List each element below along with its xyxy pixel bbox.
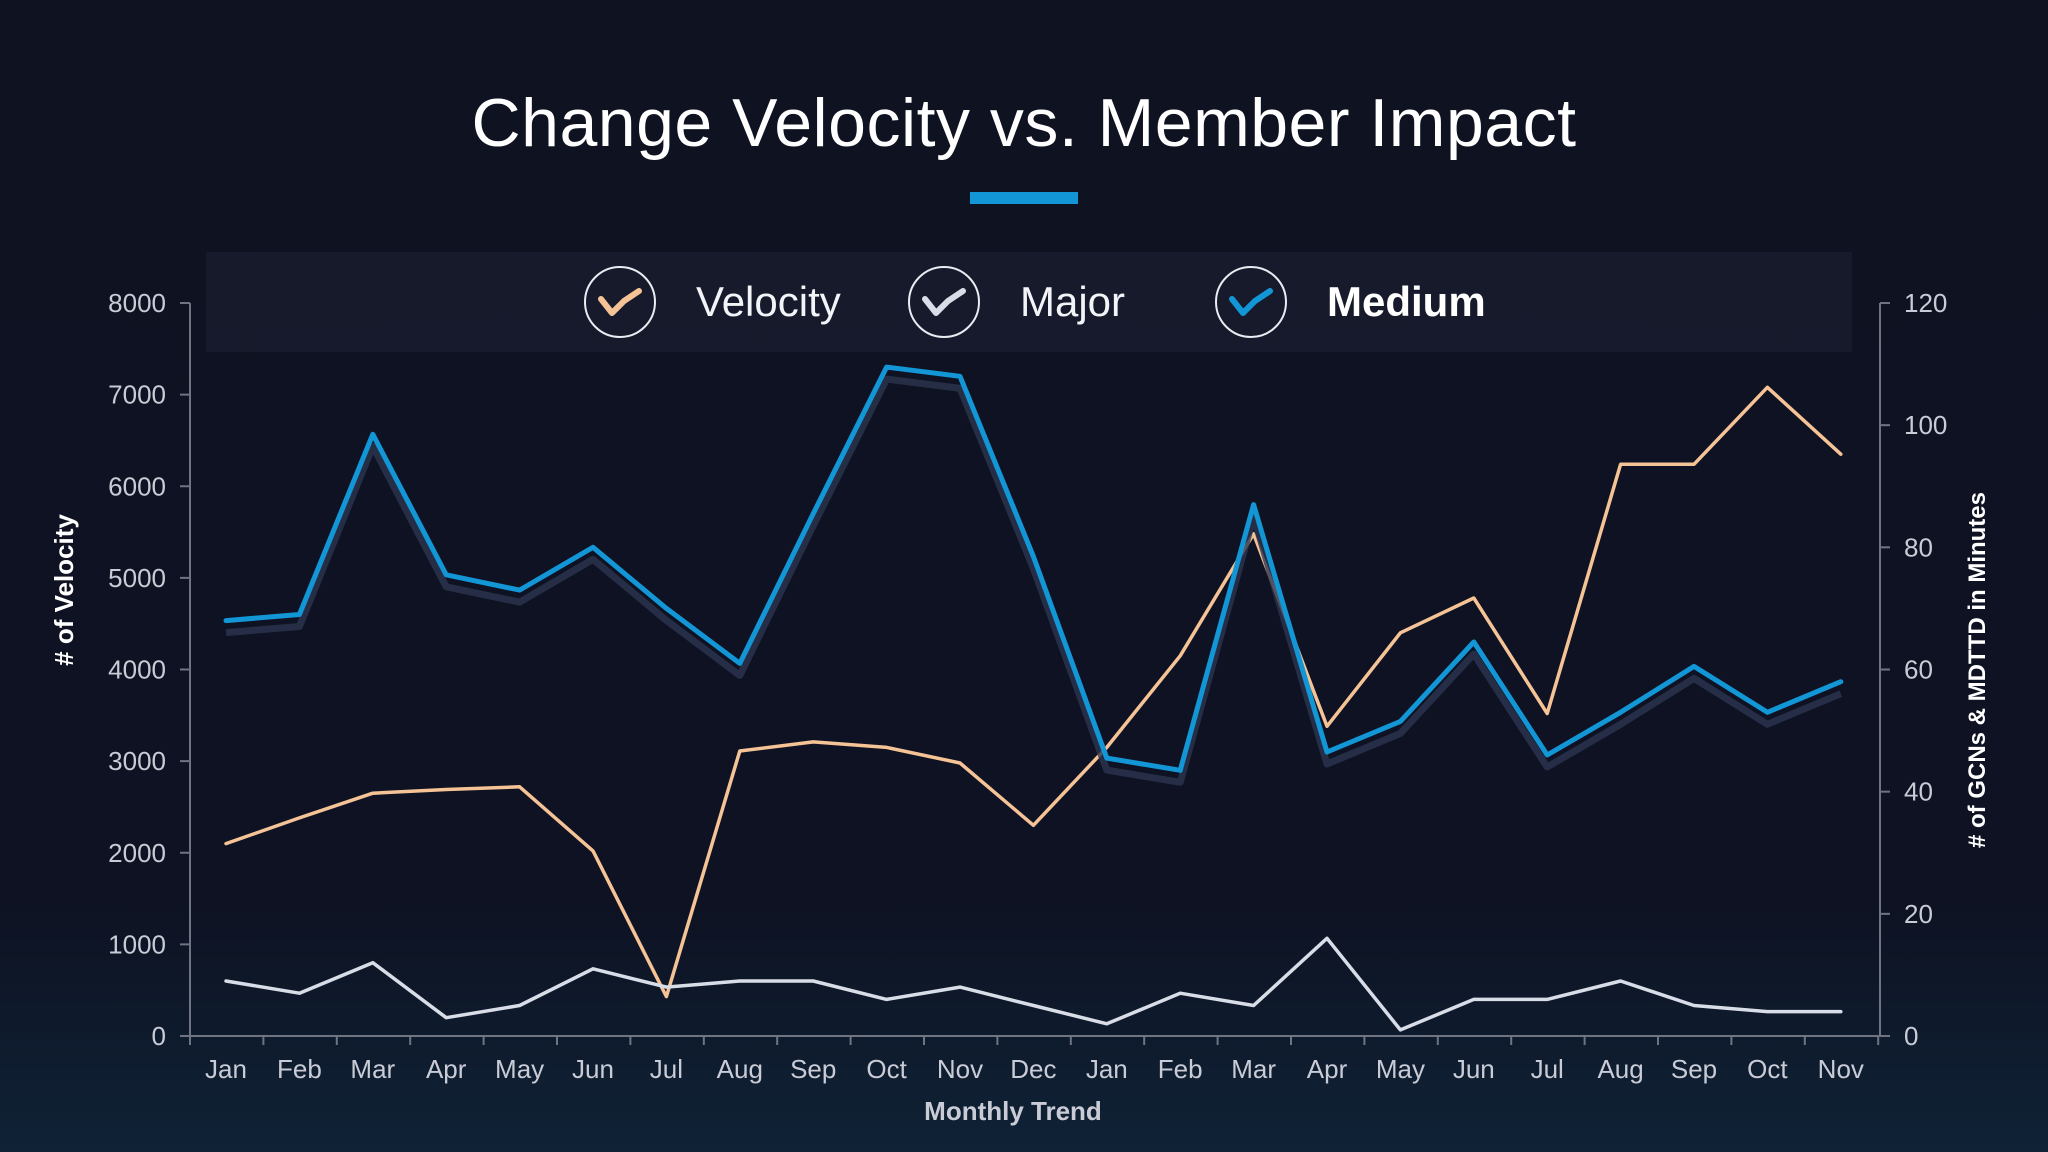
x-tick-label: Oct bbox=[1747, 1054, 1788, 1084]
legend-item-medium[interactable]: Medium bbox=[1215, 262, 1486, 342]
x-tick-label: Apr bbox=[1307, 1054, 1348, 1084]
x-tick-label: Jul bbox=[1531, 1054, 1564, 1084]
y2-axis-title: # of GCNs & MDTTD in Minutes bbox=[1964, 492, 1991, 848]
right-tick-label: 80 bbox=[1904, 532, 1933, 562]
x-tick-label: Mar bbox=[350, 1054, 395, 1084]
right-tick-label: 40 bbox=[1904, 777, 1933, 807]
major-line-icon bbox=[908, 266, 980, 338]
x-tick-label: Jun bbox=[1453, 1054, 1495, 1084]
x-tick-label: Jun bbox=[572, 1054, 614, 1084]
right-tick-label: 60 bbox=[1904, 655, 1933, 685]
legend-item-major[interactable]: Major bbox=[908, 262, 1125, 342]
right-tick-label: 20 bbox=[1904, 899, 1933, 929]
title-accent-bar bbox=[970, 192, 1078, 204]
x-tick-label: Sep bbox=[790, 1054, 836, 1084]
x-tick-label: Aug bbox=[1597, 1054, 1643, 1084]
legend bbox=[206, 252, 1852, 352]
x-tick-label: Feb bbox=[1158, 1054, 1203, 1084]
series-line-velocity bbox=[224, 385, 1843, 999]
legend-label-major: Major bbox=[1020, 278, 1126, 325]
x-tick-label: Dec bbox=[1010, 1054, 1056, 1084]
series-medium-shadow bbox=[225, 375, 1843, 786]
legend-item-velocity[interactable]: Velocity bbox=[584, 262, 841, 342]
right-tick-label: 120 bbox=[1904, 288, 1947, 318]
x-axis-title: Monthly Trend bbox=[924, 1096, 1102, 1126]
series-line-major bbox=[224, 936, 1843, 1032]
left-tick-label: 8000 bbox=[108, 288, 166, 318]
x-tick-label: Feb bbox=[277, 1054, 322, 1084]
page-title: Change Velocity vs. Member Impact bbox=[471, 85, 1577, 161]
x-tick-label: Mar bbox=[1231, 1054, 1276, 1084]
x-tick-label: Apr bbox=[426, 1054, 467, 1084]
velocity-line-icon bbox=[584, 266, 656, 338]
y-axis-title: # of Velocity bbox=[49, 514, 79, 666]
x-tick-label: Sep bbox=[1671, 1054, 1717, 1084]
legend-label-medium: Medium bbox=[1327, 278, 1486, 325]
legend-label-velocity: Velocity bbox=[696, 278, 841, 325]
left-tick-label: 0 bbox=[152, 1021, 166, 1051]
x-tick-label: Jan bbox=[205, 1054, 247, 1084]
x-tick-label: Oct bbox=[866, 1054, 907, 1084]
left-tick-label: 7000 bbox=[108, 380, 166, 410]
left-tick-label: 6000 bbox=[108, 471, 166, 501]
x-tick-label: Jul bbox=[650, 1054, 683, 1084]
left-tick-label: 5000 bbox=[108, 563, 166, 593]
x-tick-label: May bbox=[1376, 1054, 1425, 1084]
x-tick-label: Nov bbox=[1818, 1054, 1864, 1084]
x-tick-label: Aug bbox=[717, 1054, 763, 1084]
left-tick-label: 2000 bbox=[108, 838, 166, 868]
medium-line-icon bbox=[1215, 266, 1287, 338]
right-tick-label: 0 bbox=[1904, 1021, 1918, 1051]
x-tick-label: Nov bbox=[937, 1054, 983, 1084]
left-tick-label: 4000 bbox=[108, 655, 166, 685]
x-tick-label: Jan bbox=[1086, 1054, 1128, 1084]
x-tick-label: May bbox=[495, 1054, 544, 1084]
left-tick-label: 3000 bbox=[108, 746, 166, 776]
left-tick-label: 1000 bbox=[108, 929, 166, 959]
right-tick-label: 100 bbox=[1904, 410, 1947, 440]
